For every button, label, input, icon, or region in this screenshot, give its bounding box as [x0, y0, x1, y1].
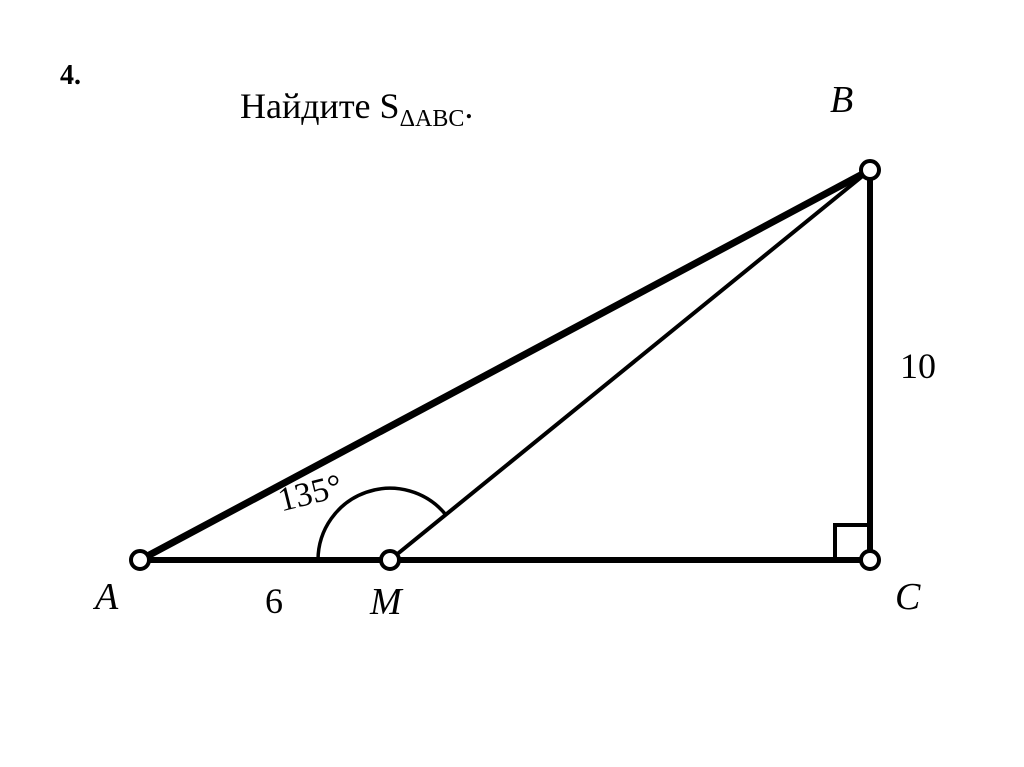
- vertex-C-point: [861, 551, 879, 569]
- edge-MB: [390, 170, 870, 560]
- label-BC-length: 10: [900, 345, 936, 387]
- geometry-diagram: [0, 0, 1024, 767]
- label-AM-length: 6: [265, 580, 283, 622]
- label-M: M: [370, 580, 402, 624]
- edge-AB: [140, 170, 870, 560]
- label-A: A: [95, 575, 118, 619]
- label-B: B: [830, 78, 853, 122]
- vertex-A-point: [131, 551, 149, 569]
- label-C: C: [895, 575, 920, 619]
- vertex-B-point: [861, 161, 879, 179]
- vertex-M-point: [381, 551, 399, 569]
